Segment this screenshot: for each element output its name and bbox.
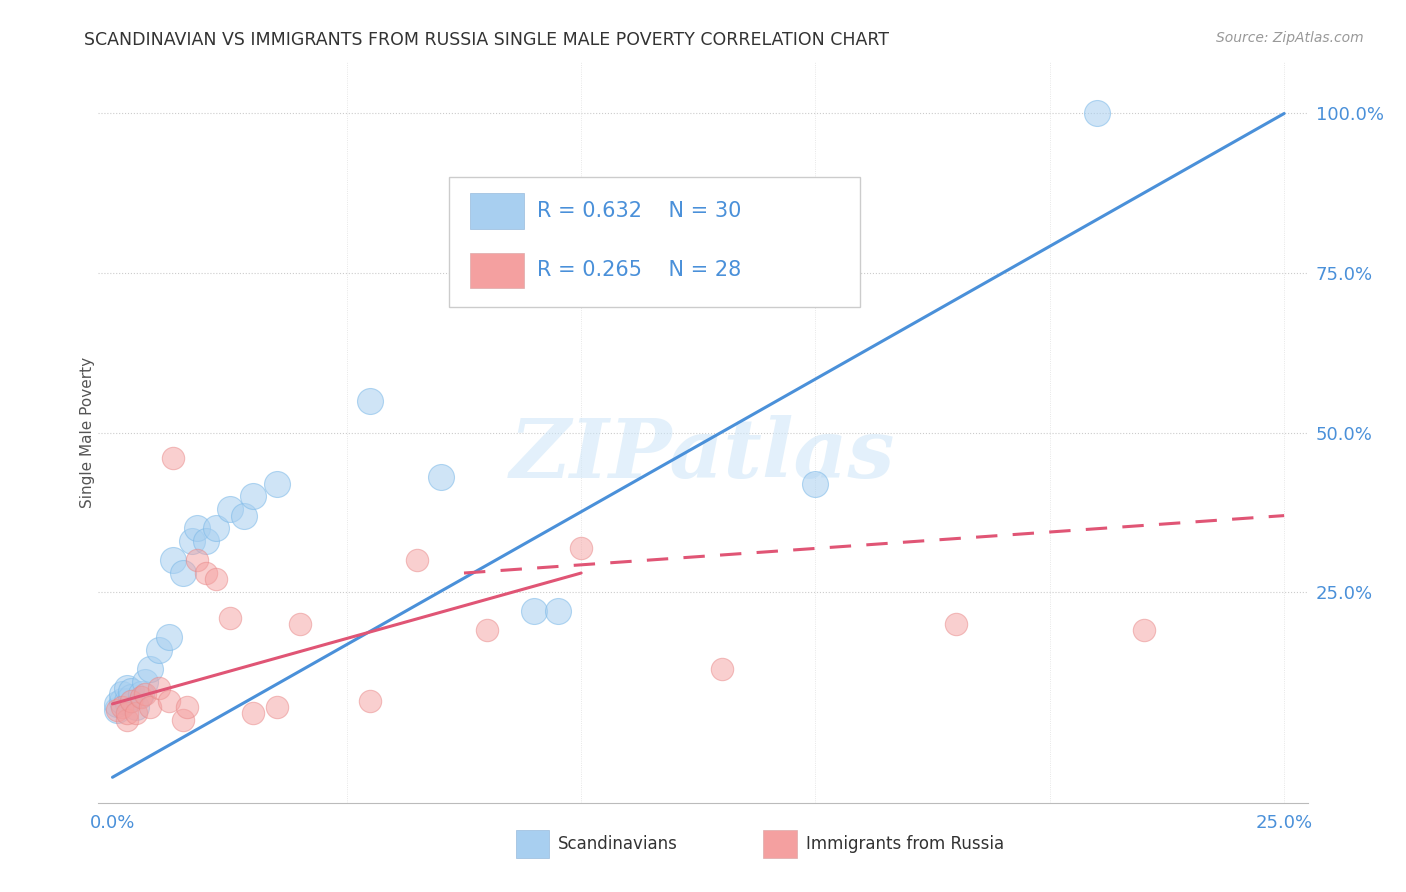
Point (105, 703, 128, 717)
Point (105, 697, 128, 711)
Point (804, 476, 827, 491)
Point (115, 706, 138, 721)
FancyBboxPatch shape (470, 252, 524, 288)
Point (125, 706, 148, 721)
Point (186, 521, 208, 535)
Text: Scandinavians: Scandinavians (558, 835, 678, 854)
Point (157, 630, 180, 644)
Point (129, 690, 152, 705)
Point (429, 470, 451, 484)
Text: SCANDINAVIAN VS IMMIGRANTS FROM RUSSIA SINGLE MALE POVERTY CORRELATION CHART: SCANDINAVIAN VS IMMIGRANTS FROM RUSSIA S… (84, 31, 890, 49)
Point (111, 687, 134, 701)
Point (115, 713, 138, 727)
Point (288, 617, 311, 632)
Point (710, 662, 733, 676)
Point (242, 490, 264, 504)
Point (218, 502, 240, 516)
Point (134, 674, 156, 689)
Point (162, 553, 184, 567)
Point (523, 604, 546, 618)
Point (120, 694, 142, 708)
Point (120, 690, 142, 705)
Point (148, 642, 170, 657)
Text: Source: ZipAtlas.com: Source: ZipAtlas.com (1216, 31, 1364, 45)
Point (359, 393, 381, 408)
Point (569, 541, 592, 555)
Point (148, 681, 170, 695)
Point (477, 624, 499, 638)
FancyBboxPatch shape (449, 178, 860, 307)
Point (204, 573, 226, 587)
Text: Immigrants from Russia: Immigrants from Russia (806, 835, 1004, 854)
Point (134, 687, 156, 701)
Point (157, 694, 180, 708)
Point (1132, 624, 1154, 638)
FancyBboxPatch shape (516, 830, 550, 858)
Point (172, 713, 194, 727)
Point (181, 534, 204, 549)
Point (111, 694, 134, 708)
Point (120, 684, 142, 698)
Point (111, 700, 134, 714)
Point (115, 694, 138, 708)
Point (547, 604, 569, 618)
Point (242, 706, 264, 721)
Point (218, 611, 240, 625)
Point (266, 476, 288, 491)
Point (195, 534, 218, 549)
Point (945, 617, 967, 632)
Point (125, 700, 148, 714)
Point (162, 451, 184, 466)
Point (105, 703, 128, 717)
Point (115, 681, 138, 695)
Text: R = 0.265    N = 28: R = 0.265 N = 28 (537, 260, 741, 280)
Point (195, 566, 218, 580)
Text: R = 0.632    N = 30: R = 0.632 N = 30 (537, 201, 742, 220)
FancyBboxPatch shape (763, 830, 797, 858)
Point (1085, 106, 1108, 120)
Y-axis label: Single Male Poverty: Single Male Poverty (80, 357, 94, 508)
Point (176, 700, 198, 714)
Point (232, 508, 254, 523)
Point (129, 687, 152, 701)
FancyBboxPatch shape (470, 194, 524, 229)
Point (266, 700, 288, 714)
Text: ZIPatlas: ZIPatlas (510, 415, 896, 495)
Point (204, 521, 226, 535)
Point (359, 694, 381, 708)
Point (139, 662, 162, 676)
Point (186, 553, 208, 567)
Point (139, 700, 162, 714)
Point (172, 566, 194, 580)
Point (406, 553, 429, 567)
